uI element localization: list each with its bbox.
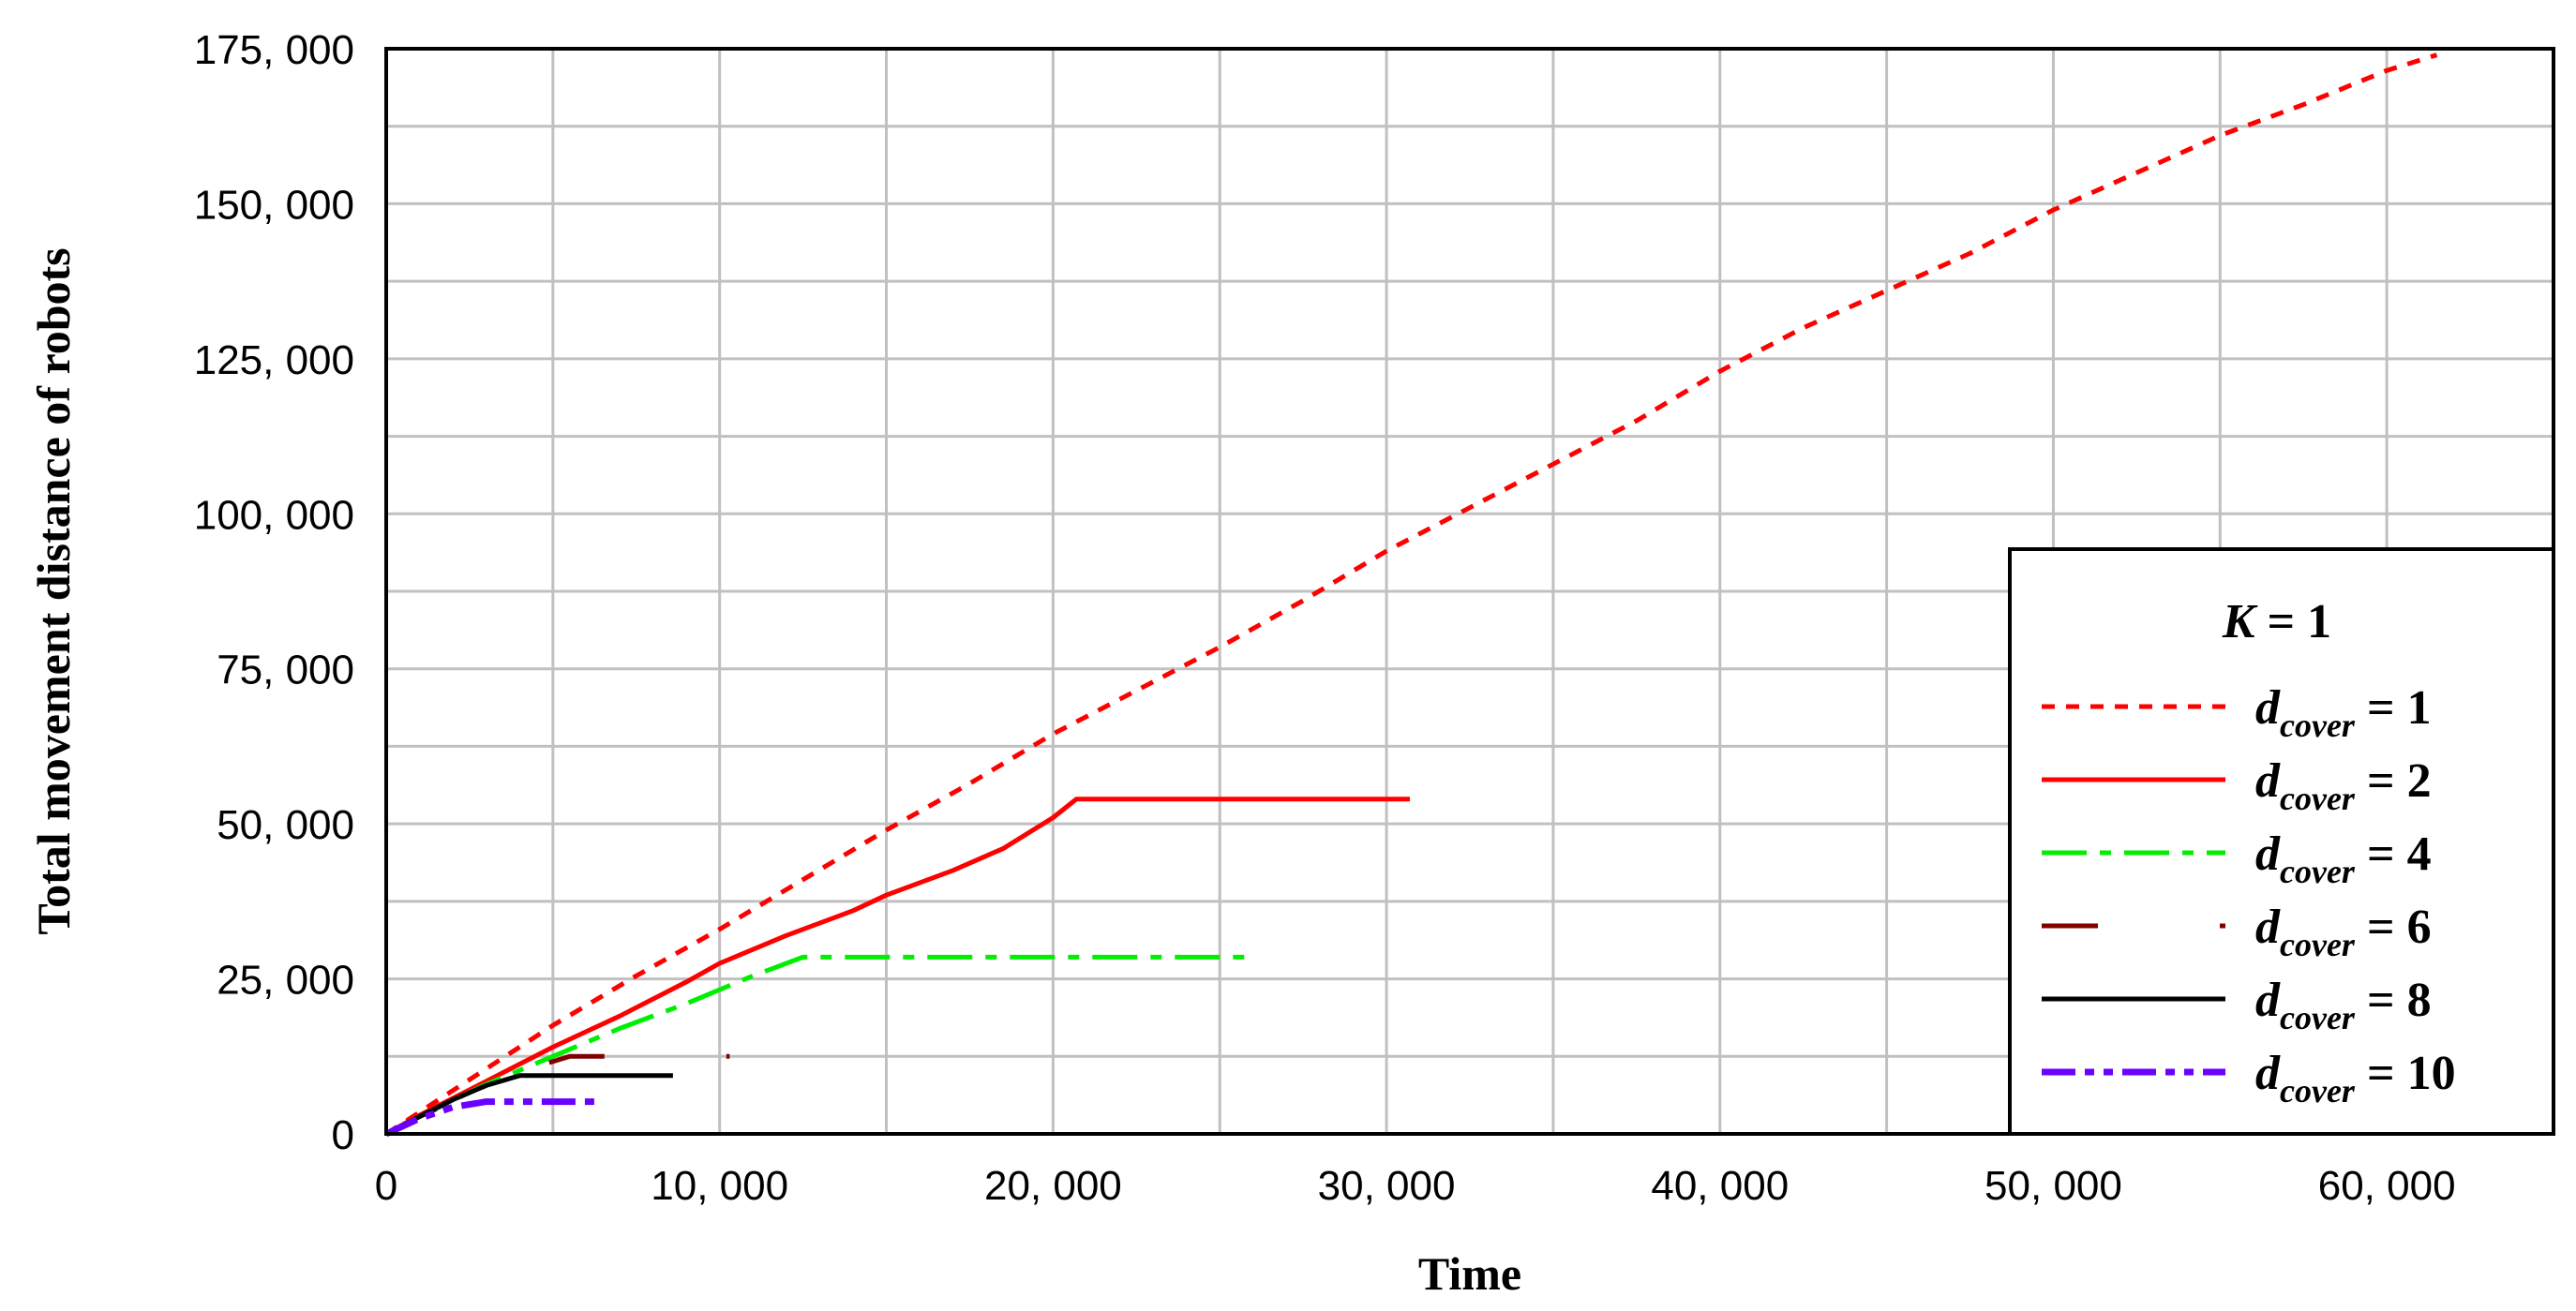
legend-label-2: dcover = 2	[2255, 754, 2432, 817]
series-line-1	[384, 52, 2438, 1137]
series-line-6	[384, 1098, 600, 1138]
y-tick-label: 75, 000	[217, 648, 354, 693]
x-tick-labels: 0 10, 000 20, 000 30, 000 40, 000 50, 000 60, …	[375, 1163, 2456, 1209]
y-tick-label: 25, 000	[217, 958, 354, 1004]
legend-label-6: dcover = 10	[2255, 1047, 2456, 1110]
x-tick-label: 20, 000	[984, 1163, 1122, 1209]
y-tick-label: 50, 000	[217, 802, 354, 848]
y-tick-label: 150, 000	[194, 182, 354, 228]
legend-label-1: dcover = 1	[2255, 681, 2432, 744]
series-line-5	[384, 1073, 673, 1137]
legend-label-3: dcover = 4	[2255, 827, 2432, 890]
y-tick-labels: 0 25, 000 50, 000 75, 000 100, 000 125, 000 15…	[194, 27, 354, 1158]
series-line-2	[384, 797, 1410, 1137]
y-tick-label: 175, 000	[194, 27, 354, 73]
x-tick-label: 60, 000	[2318, 1163, 2456, 1209]
x-tick-label: 0	[375, 1163, 397, 1209]
y-axis-title: Total movement distance of robots	[27, 247, 80, 934]
x-tick-label: 10, 000	[651, 1163, 788, 1209]
series-line-3	[384, 954, 1253, 1137]
x-axis-title: Time	[1418, 1247, 1521, 1300]
y-tick-label: 0	[332, 1112, 354, 1158]
legend-label-5: dcover = 8	[2255, 974, 2432, 1036]
x-tick-label: 40, 000	[1651, 1163, 1789, 1209]
x-tick-label: 30, 000	[1318, 1163, 1456, 1209]
x-tick-label: 50, 000	[1984, 1163, 2122, 1209]
legend: K = 1 dcover = 1 dcover = 2 dcover = 4 dcove…	[2008, 547, 2555, 1136]
y-tick-label: 125, 000	[194, 337, 354, 383]
series-line-4	[384, 1053, 730, 1137]
legend-title: K = 1	[2222, 595, 2331, 648]
series-layer	[384, 52, 2438, 1138]
legend-label-4: dcover = 6	[2255, 901, 2432, 963]
legend-box	[2008, 547, 2555, 1136]
y-tick-label: 100, 000	[194, 492, 354, 538]
